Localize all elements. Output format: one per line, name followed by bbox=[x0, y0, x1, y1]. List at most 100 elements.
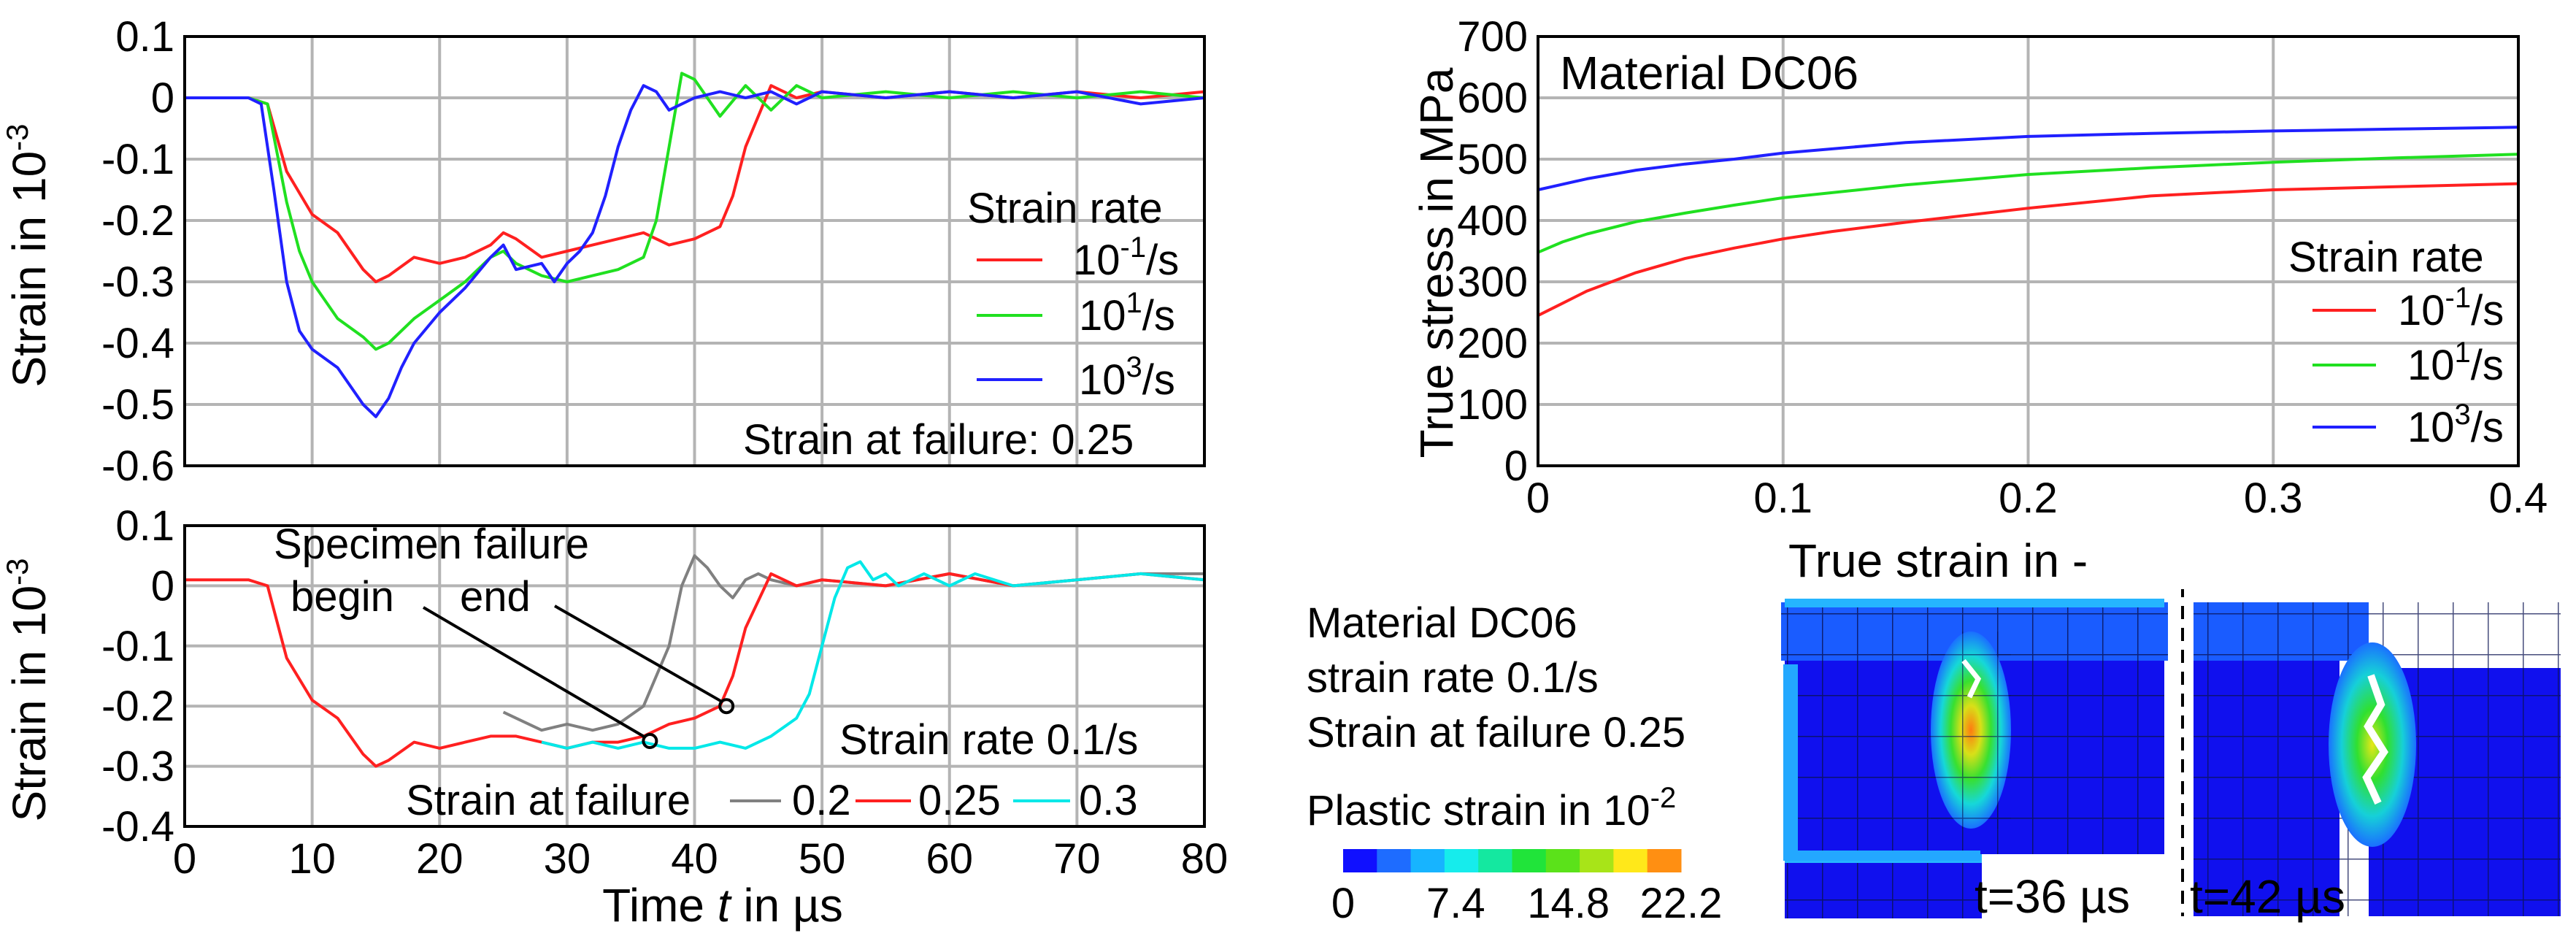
y-tick-label: 400 bbox=[1457, 197, 1528, 245]
y-tick-label: 0 bbox=[151, 562, 174, 610]
colorbar-swatch bbox=[1512, 849, 1547, 872]
y-axis-label: True stress in MPa bbox=[1410, 67, 1463, 458]
x-tick-label: 0.1 bbox=[1753, 475, 1812, 522]
colorbar-swatch bbox=[1613, 849, 1648, 872]
x-tick-label: 0 bbox=[173, 835, 196, 883]
sim-info-material: Material DC06 bbox=[1307, 599, 1577, 647]
colorbar-swatch bbox=[1580, 849, 1614, 872]
plot-frame bbox=[1537, 35, 2520, 467]
mesh-overlay bbox=[1785, 853, 1982, 918]
colorbar-tick: 7.4 bbox=[1426, 880, 1485, 927]
x-tick-labels: 0 10 20 30 40 50 60 70 80 bbox=[173, 835, 1228, 883]
y-tick-label: 0.1 bbox=[115, 502, 174, 550]
y-tick-labels: 0.1 0 -0.1 -0.2 -0.3 -0.4 bbox=[101, 502, 174, 851]
colorbar-tick: 0 bbox=[1331, 880, 1355, 927]
colorbar-tick: 22.2 bbox=[1640, 880, 1723, 927]
leader-line-begin bbox=[422, 606, 645, 738]
gridlines bbox=[1538, 37, 2518, 466]
x-tick-label: 20 bbox=[416, 835, 464, 883]
time-label-left: t=36 µs bbox=[1975, 870, 2130, 923]
specimen-left-top-edge bbox=[1785, 599, 2164, 607]
annotation-begin: begin bbox=[291, 573, 394, 621]
annotation-title: Specimen failure bbox=[274, 521, 589, 568]
y-tick-label: 0.1 bbox=[115, 13, 174, 61]
y-tick-label: 600 bbox=[1457, 74, 1528, 122]
x-tick-label: 60 bbox=[926, 835, 973, 883]
sim-info-strain-rate: strain rate 0.1/s bbox=[1307, 654, 1599, 702]
legend: Strain at failure 0.2 0.25 0.3 bbox=[406, 777, 1138, 824]
colorbar-swatch bbox=[1545, 849, 1580, 872]
legend-label-0-25: 0.25 bbox=[918, 777, 1001, 824]
legend-label-rate-1: 10-1/s bbox=[2398, 282, 2504, 334]
series-line-10-3-s bbox=[185, 84, 1205, 418]
chart-true-stress-strain: 700 600 500 400 300 200 100 0 0 0.1 0.2 0.3 0.4 Mat… bbox=[1410, 13, 2548, 587]
legend-label-rate-2: 101/s bbox=[2407, 337, 2504, 389]
x-tick-label: 40 bbox=[671, 835, 718, 883]
series-line-10-1-s bbox=[1537, 153, 2519, 254]
legend-label-0-3: 0.3 bbox=[1079, 777, 1138, 824]
chart-title: Material DC06 bbox=[1560, 47, 1858, 99]
legend: Strain rate 10-1/s 101/s 103/s bbox=[967, 185, 1179, 404]
y-tick-label: 300 bbox=[1457, 258, 1528, 306]
legend-label-rate-1: 10-1/s bbox=[1073, 231, 1179, 284]
time-label-right: t=42 µs bbox=[2190, 870, 2345, 923]
colorbar-swatch bbox=[1343, 849, 1377, 872]
x-tick-labels: 0 0.1 0.2 0.3 0.4 bbox=[1526, 475, 2548, 522]
legend-label-0-2: 0.2 bbox=[792, 777, 851, 824]
plot-frame bbox=[183, 35, 1206, 467]
x-tick-label: 0.3 bbox=[2244, 475, 2303, 522]
x-tick-label: 80 bbox=[1181, 835, 1229, 883]
y-tick-label: 100 bbox=[1457, 381, 1528, 429]
y-tick-label: -0.1 bbox=[101, 623, 174, 670]
colorbar-title: Plastic strain in 10-2 bbox=[1307, 782, 1676, 834]
legend: Strain rate 10-1/s 101/s 103/s bbox=[2288, 234, 2504, 451]
strain-rate-note: Strain rate 0.1/s bbox=[839, 716, 1138, 764]
specimen-left-inner-edge bbox=[1783, 664, 1798, 854]
colorbar-tick-labels: 0 7.4 14.8 22.2 bbox=[1331, 880, 1723, 927]
failure-annotation: Specimen failure begin end bbox=[274, 521, 735, 749]
legend-title: Strain rate bbox=[2288, 234, 2484, 281]
series-lines bbox=[185, 72, 1205, 418]
y-tick-label: -0.2 bbox=[101, 683, 174, 730]
sim-info-failure-strain: Strain at failure 0.25 bbox=[1307, 709, 1685, 756]
y-tick-label: 500 bbox=[1457, 136, 1528, 183]
series-lines bbox=[1537, 126, 2519, 317]
y-axis-label: Strain in 10-3 bbox=[0, 123, 55, 387]
y-tick-label: -0.3 bbox=[101, 743, 174, 791]
y-tick-label: -0.2 bbox=[101, 197, 174, 245]
specimen-left-lower-edge bbox=[1783, 851, 1980, 861]
crack bbox=[2362, 674, 2388, 805]
failure-strain-note: Strain at failure: 0.25 bbox=[743, 416, 1134, 464]
y-tick-labels: 700 600 500 400 300 200 100 0 bbox=[1457, 13, 1528, 490]
y-tick-label: -0.6 bbox=[101, 442, 174, 490]
colorbar bbox=[1343, 849, 1682, 872]
separator-gap bbox=[2177, 580, 2188, 589]
x-tick-label: 50 bbox=[799, 835, 846, 883]
y-tick-label: -0.4 bbox=[101, 803, 174, 851]
y-axis-label: Strain in 10-3 bbox=[0, 558, 55, 821]
legend-title: Strain at failure bbox=[406, 777, 691, 824]
plastic-strain-zone bbox=[2329, 642, 2416, 847]
gridlines bbox=[185, 37, 1204, 466]
legend-label-rate-2: 101/s bbox=[1079, 287, 1175, 339]
x-axis-label: True strain in - bbox=[1788, 534, 2088, 587]
fe-simulation-panel: Material DC06 strain rate 0.1/s Strain a… bbox=[1307, 580, 2561, 927]
colorbar-swatch bbox=[1410, 849, 1445, 872]
plot-frame bbox=[183, 524, 1206, 828]
failure-begin-marker bbox=[642, 732, 658, 749]
gridlines bbox=[185, 526, 1204, 826]
y-tick-label: -0.3 bbox=[101, 258, 174, 306]
colorbar-swatch bbox=[1377, 849, 1412, 872]
x-tick-label: 0.2 bbox=[1999, 475, 2058, 522]
x-tick-label: 0.4 bbox=[2489, 475, 2548, 522]
y-tick-label: 700 bbox=[1457, 13, 1528, 61]
series-line-10-1-s bbox=[185, 72, 1205, 351]
colorbar-tick: 14.8 bbox=[1527, 880, 1610, 927]
y-tick-label: 0 bbox=[151, 74, 174, 122]
chart-strain-vs-time-rates: 0.1 0 -0.1 -0.2 -0.3 -0.4 -0.5 -0.6 Strain in 1… bbox=[0, 13, 1206, 490]
specimen-left-neck bbox=[1931, 632, 2011, 829]
chart-strain-vs-time-failure: 0.1 0 -0.1 -0.2 -0.3 -0.4 0 10 20 30 40 50 60 70 80 S… bbox=[0, 502, 1228, 932]
series-lines bbox=[185, 554, 1205, 768]
specimen-right bbox=[2194, 602, 2561, 916]
